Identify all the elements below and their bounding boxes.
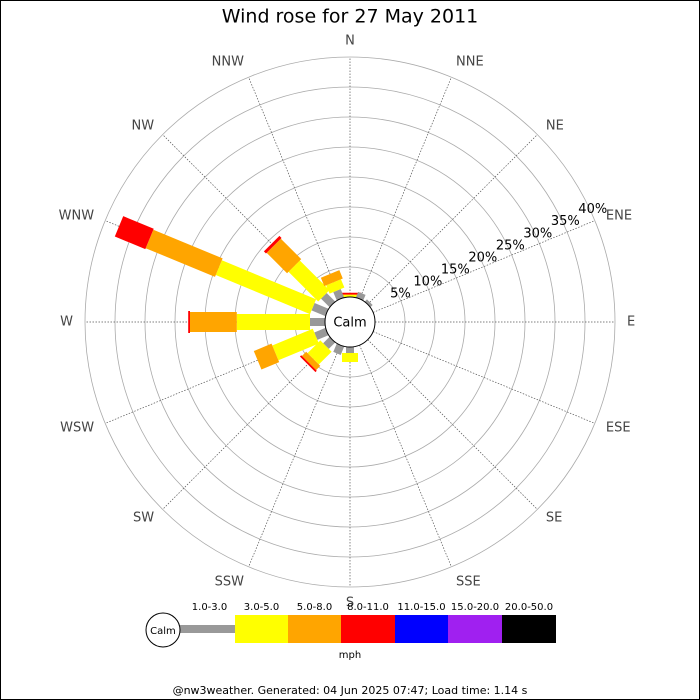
rose-segment <box>253 343 280 370</box>
rose-segment <box>307 340 332 365</box>
rose-segment <box>236 314 310 330</box>
spoke <box>367 339 538 510</box>
rose-segment <box>320 270 343 287</box>
legend-label: 1.0-3.0 <box>192 602 227 613</box>
direction-label: NNW <box>212 55 244 70</box>
rose-segment <box>263 235 282 254</box>
rose-segment <box>266 238 302 274</box>
unit-label: mph <box>339 650 361 661</box>
legend-swatch <box>180 625 235 633</box>
legend-label: 11.0-15.0 <box>397 602 445 613</box>
grid-ring <box>84 56 616 588</box>
rose-segment <box>333 289 345 301</box>
legend-swatch <box>288 615 341 643</box>
spoke <box>162 339 333 510</box>
direction-label: SE <box>546 510 562 525</box>
rose-segment <box>326 279 345 294</box>
legend-label: 5.0-8.0 <box>297 602 332 613</box>
direction-label: SW <box>133 510 154 525</box>
spoke <box>248 344 341 567</box>
rose-segment <box>364 299 373 308</box>
rose-segment <box>190 312 237 332</box>
radial-tick-label: 40% <box>578 202 607 217</box>
legend-swatch <box>448 615 502 643</box>
radial-tick-label: 20% <box>468 250 497 265</box>
radial-tick-label: 10% <box>413 274 442 289</box>
rose-segment <box>215 260 317 315</box>
rose-segment <box>339 292 361 295</box>
direction-label: S <box>346 596 354 611</box>
radial-tick-label: 25% <box>496 238 525 253</box>
legend-swatch <box>502 615 556 643</box>
calm-circle <box>324 296 376 348</box>
direction-label: NW <box>132 119 155 134</box>
rose-segment <box>301 351 321 371</box>
radial-tick-label: 15% <box>441 262 470 277</box>
direction-label: E <box>627 315 635 330</box>
radial-tick-label: 5% <box>390 286 411 301</box>
legend-label: 15.0-20.0 <box>451 602 499 613</box>
chart-title: Wind rose for 27 May 2011 <box>222 6 479 28</box>
spoke <box>367 134 538 305</box>
direction-label: SSE <box>456 574 481 589</box>
spoke <box>359 344 452 567</box>
rose-segment <box>299 355 317 373</box>
rose-segment <box>288 260 330 302</box>
legend-label: 20.0-50.0 <box>505 602 553 613</box>
legend-label: 3.0-5.0 <box>244 602 279 613</box>
rose-segment <box>346 347 354 353</box>
rose-segment <box>342 294 358 297</box>
rose-segment <box>314 327 329 340</box>
legend-swatch <box>395 615 448 643</box>
calm-label: Calm <box>333 316 366 331</box>
rose-segment <box>188 311 190 333</box>
radial-tick-label: 30% <box>523 226 552 241</box>
rose-segment <box>311 302 329 317</box>
legend-swatch <box>235 615 288 643</box>
legend-label: 8.0-11.0 <box>347 602 389 613</box>
plot: 5%10%15%20%25%30%35%40%NNNENEENEEESESESS… <box>59 34 636 611</box>
rose-segment <box>272 328 319 361</box>
rose-segment <box>342 353 358 362</box>
direction-label: WSW <box>60 421 94 436</box>
direction-label: NE <box>546 119 564 134</box>
direction-label: W <box>60 315 73 330</box>
spoke <box>359 77 452 300</box>
rose-segment <box>114 216 154 250</box>
legend-swatch <box>341 615 395 643</box>
direction-label: NNE <box>456 55 484 70</box>
rose-segment <box>145 229 223 277</box>
direction-label: N <box>345 34 355 49</box>
spoke <box>372 220 595 313</box>
direction-label: ESE <box>606 421 631 436</box>
spoke <box>372 331 595 424</box>
legend: 1.0-3.0 3.0-5.0 5.0-8.0 8.0-11.0 11.0-15.0 15… <box>180 602 556 643</box>
footer: @nw3weather. Generated: 04 Jun 2025 07:4… <box>173 684 528 697</box>
direction-label: WNW <box>59 208 95 223</box>
rose-segment <box>310 318 325 326</box>
rose-segment <box>333 343 345 355</box>
legend-calm-circle <box>145 612 181 648</box>
radial-tick-label: 35% <box>551 214 580 229</box>
direction-label: ENE <box>606 208 632 223</box>
direction-label: SSW <box>215 574 245 589</box>
legend-calm-label: Calm <box>150 626 176 637</box>
rose-segment <box>321 293 336 308</box>
spoke <box>248 77 341 300</box>
